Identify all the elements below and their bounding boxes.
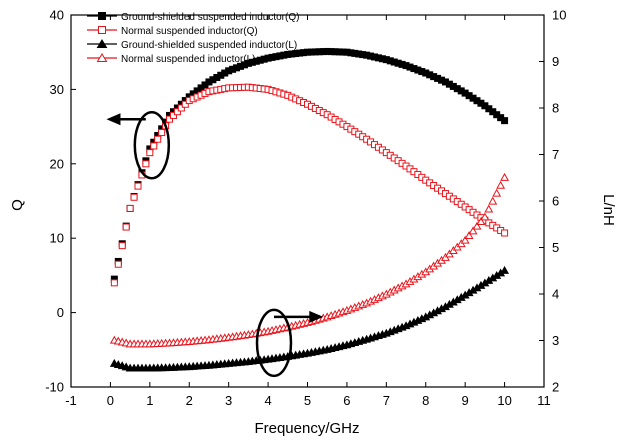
left-tick-label: 30 xyxy=(50,82,64,97)
x-tick-label: 11 xyxy=(537,393,551,408)
x-tick-label: 0 xyxy=(107,393,114,408)
right-tick-label: 6 xyxy=(552,194,559,209)
right-axis-title: L/nH xyxy=(600,194,617,226)
annotation-arrow-head xyxy=(106,113,121,126)
data-point xyxy=(472,221,482,230)
annotation-ellipse xyxy=(133,110,171,180)
left-tick-label: 10 xyxy=(50,231,64,246)
data-point xyxy=(150,142,158,150)
annotation-ellipse xyxy=(255,308,293,378)
series-1 xyxy=(110,83,509,287)
legend-label-ground-q: Ground-shielded suspended inductor(Q) xyxy=(121,12,299,23)
data-point xyxy=(476,217,486,226)
data-point xyxy=(501,229,509,237)
legend-entry-ground-l: Ground-shielded suspended inductor(L) xyxy=(87,39,297,51)
left-axis-ticks: -10 0 10 20 30 40 xyxy=(45,8,76,395)
legend-label-normal-q: Normal suspended inductor(Q) xyxy=(121,26,258,37)
right-axis-ticks: 2 3 4 5 6 7 8 9 10 xyxy=(539,8,566,395)
right-tick-label: 7 xyxy=(552,147,559,162)
right-tick-label: 4 xyxy=(552,287,559,302)
x-tick-label: 1 xyxy=(146,393,153,408)
data-point xyxy=(118,242,126,250)
series-3 xyxy=(109,172,510,348)
legend-entry-normal-l: Normal suspended inductor(L) xyxy=(87,53,256,65)
x-tick-label: 3 xyxy=(225,393,232,408)
data-point xyxy=(158,129,166,137)
right-tick-label: 8 xyxy=(552,101,559,116)
data-point xyxy=(500,172,510,181)
data-point xyxy=(500,265,510,274)
data-point xyxy=(480,212,490,221)
right-tick-label: 10 xyxy=(552,8,566,23)
left-tick-label: 40 xyxy=(50,8,64,23)
x-tick-label: 6 xyxy=(343,393,350,408)
legend-entry-ground-q: Ground-shielded suspended inductor(Q) xyxy=(87,12,299,23)
data-point xyxy=(488,196,498,205)
annotation-arrow-head xyxy=(309,310,324,323)
data-point xyxy=(130,193,138,201)
left-tick-label: 20 xyxy=(50,156,64,171)
right-tick-label: 5 xyxy=(552,240,559,255)
data-point xyxy=(460,235,470,244)
data-point xyxy=(181,100,189,108)
legend-label-normal-l: Normal suspended inductor(L) xyxy=(121,54,256,65)
data-point xyxy=(468,226,478,235)
x-axis-title: Frequency/GHz xyxy=(254,420,359,437)
left-tick-label: -10 xyxy=(45,380,64,395)
data-point xyxy=(166,115,174,123)
data-point xyxy=(146,149,154,157)
data-point xyxy=(492,188,502,197)
x-tick-label: 2 xyxy=(186,393,193,408)
right-tick-label: 9 xyxy=(552,54,559,69)
x-tick-label: -1 xyxy=(65,393,77,408)
legend-label-ground-l: Ground-shielded suspended inductor(L) xyxy=(121,40,297,51)
data-point xyxy=(110,279,118,287)
annotation-0 xyxy=(106,110,171,180)
x-tick-label: 9 xyxy=(462,393,469,408)
annotation-1 xyxy=(255,308,324,378)
data-point xyxy=(134,182,142,190)
data-point xyxy=(169,111,177,119)
right-tick-label: 3 xyxy=(552,333,559,348)
left-tick-label: 0 xyxy=(57,305,64,320)
x-axis-ticks: -1 0 1 2 3 4 5 6 7 8 9 10 11 xyxy=(65,15,551,408)
legend-marker-normal-l xyxy=(96,53,108,62)
annotation-layer xyxy=(106,110,324,378)
series-2 xyxy=(109,265,510,372)
x-tick-label: 8 xyxy=(422,393,429,408)
left-axis-title: Q xyxy=(9,199,26,211)
data-point xyxy=(114,260,122,268)
data-point xyxy=(122,223,130,231)
series-layer xyxy=(109,47,510,372)
x-tick-label: 5 xyxy=(304,393,311,408)
legend-marker-ground-l xyxy=(96,39,108,48)
data-point xyxy=(126,204,134,212)
data-point xyxy=(154,135,162,143)
legend-marker-ground-q xyxy=(98,12,106,20)
data-point xyxy=(173,108,181,116)
data-point xyxy=(464,231,474,239)
data-point xyxy=(177,104,185,112)
data-point xyxy=(142,160,150,168)
data-point xyxy=(484,204,494,213)
data-point xyxy=(496,180,506,189)
data-point xyxy=(501,117,509,125)
series-0 xyxy=(110,47,509,283)
legend-marker-normal-q xyxy=(98,26,106,34)
x-tick-label: 10 xyxy=(497,393,511,408)
legend: Ground-shielded suspended inductor(Q) No… xyxy=(87,12,299,65)
x-tick-label: 4 xyxy=(264,393,271,408)
x-tick-label: 7 xyxy=(383,393,390,408)
legend-entry-normal-q: Normal suspended inductor(Q) xyxy=(87,26,258,37)
right-tick-label: 2 xyxy=(552,380,559,395)
